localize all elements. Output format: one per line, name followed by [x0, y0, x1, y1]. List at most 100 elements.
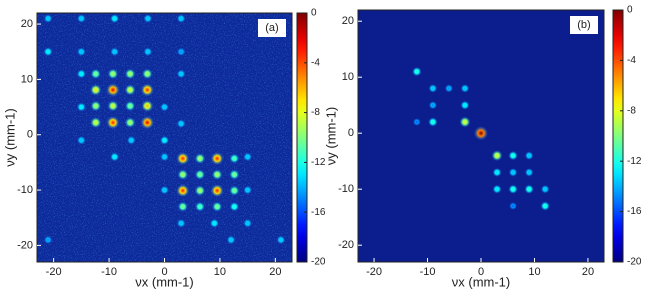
- spot: [43, 14, 53, 23]
- spot: [177, 169, 188, 180]
- y-tick-label: -20: [17, 239, 33, 251]
- y-tick-label: 10: [342, 71, 354, 83]
- spot: [413, 118, 421, 126]
- spot: [77, 14, 86, 23]
- label-box: [258, 19, 286, 37]
- spot: [176, 219, 186, 228]
- spot: [76, 69, 86, 79]
- spot: [160, 185, 169, 195]
- y-tick-label: 20: [21, 18, 33, 30]
- colorbar-tick-label: -20: [311, 257, 326, 268]
- spot: [106, 116, 120, 129]
- y-tick-label: 0: [348, 127, 354, 139]
- spot: [195, 201, 205, 212]
- panel: -20 -10 0 10 20 -20 -10 0 10 20 νx (mm-1) νy (mm-1)…: [2, 8, 325, 290]
- spot: [243, 185, 252, 195]
- spot: [143, 14, 153, 23]
- spot: [76, 102, 86, 112]
- y-axis-label: νy (mm-1): [2, 108, 17, 167]
- x-tick-label: -10: [420, 266, 436, 278]
- spot: [106, 83, 120, 97]
- spot: [243, 219, 252, 228]
- spot: [492, 168, 502, 177]
- spot: [460, 84, 470, 93]
- spot: [209, 218, 219, 228]
- spot: [229, 185, 240, 196]
- x-tick-label: -10: [101, 266, 117, 278]
- spot: [90, 84, 102, 96]
- spot: [176, 69, 186, 79]
- spot: [140, 83, 154, 97]
- spot: [474, 126, 488, 141]
- panel-label: (b): [577, 19, 590, 31]
- spot: [160, 135, 169, 145]
- spot: [125, 100, 136, 111]
- spot: [160, 152, 169, 162]
- spot: [210, 184, 224, 198]
- spot: [140, 115, 154, 130]
- label-box: [570, 16, 598, 34]
- colorbar: [612, 9, 624, 263]
- x-tick-label: -20: [46, 266, 62, 278]
- colorbar-tick-label: 0: [311, 8, 317, 19]
- colorbar-tick-label: -8: [627, 105, 636, 116]
- spot: [229, 153, 240, 164]
- spot: [90, 68, 101, 79]
- spot: [508, 168, 518, 177]
- colorbar: [296, 12, 308, 263]
- colorbar-tick-label: -16: [627, 206, 642, 217]
- spot: [459, 116, 471, 128]
- spot: [508, 151, 518, 161]
- spot: [276, 235, 286, 245]
- spot: [44, 235, 53, 244]
- spot: [229, 169, 240, 180]
- spot: [107, 68, 119, 80]
- x-tick-label: 20: [582, 266, 594, 278]
- panel: -20 -10 0 10 20 -20 -10 0 10 20 νx (mm-1) νy (mm-1)…: [323, 5, 641, 290]
- colorbar-tick-label: -16: [311, 207, 326, 218]
- colorbar-tick-label: -4: [311, 57, 320, 68]
- spot: [176, 14, 186, 23]
- spot: [540, 185, 550, 194]
- spot: [229, 202, 239, 212]
- spot: [127, 136, 136, 145]
- x-tick-label: 20: [269, 266, 281, 278]
- spot: [492, 184, 502, 194]
- spot: [428, 84, 438, 93]
- spot: [124, 68, 136, 80]
- y-tick-label: -20: [338, 239, 354, 251]
- colorbar-tick-label: -4: [627, 55, 636, 66]
- spot: [194, 169, 205, 180]
- spot: [508, 184, 518, 194]
- spot: [43, 47, 53, 57]
- spot: [176, 184, 190, 198]
- colorbar-tick-label: -12: [311, 157, 326, 168]
- spot: [110, 152, 120, 162]
- colorbar-tick-label: 0: [627, 5, 633, 16]
- spot: [90, 117, 102, 128]
- spot: [243, 152, 252, 162]
- y-tick-label: -10: [338, 183, 354, 195]
- x-axis-label: νx (mm-1): [135, 274, 194, 289]
- spot: [428, 101, 437, 110]
- spot: [524, 151, 534, 160]
- spot: [491, 150, 503, 162]
- y-axis-label: νy (mm-1): [323, 107, 338, 166]
- colorbar-tick-label: -8: [311, 107, 320, 118]
- spot: [194, 153, 206, 164]
- x-tick-label: 10: [214, 266, 226, 278]
- spot: [210, 152, 224, 165]
- spot: [141, 100, 154, 112]
- spot: [211, 169, 223, 180]
- spot: [176, 152, 190, 165]
- y-tick-label: 0: [27, 129, 33, 141]
- spot: [524, 184, 534, 194]
- x-tick-label: 10: [528, 266, 540, 278]
- spot: [160, 102, 169, 112]
- spot: [540, 201, 550, 211]
- colorbar-tick-label: -12: [627, 156, 642, 167]
- colorbar-tick-label: -20: [627, 257, 642, 268]
- spot: [460, 100, 470, 110]
- spot: [90, 100, 101, 112]
